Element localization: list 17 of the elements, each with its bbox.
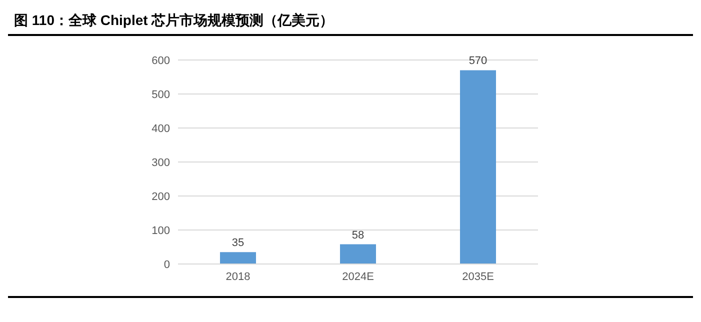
data-label: 35 bbox=[232, 237, 244, 250]
y-tick-label: 300 bbox=[152, 156, 170, 169]
data-label: 570 bbox=[468, 55, 488, 68]
bar bbox=[220, 252, 256, 264]
y-tick-label: 400 bbox=[152, 122, 170, 135]
data-label: 58 bbox=[352, 229, 364, 242]
x-tick-label: 2035E bbox=[462, 270, 494, 283]
y-tick-label: 100 bbox=[152, 224, 170, 237]
x-tick-label: 2018 bbox=[226, 270, 250, 283]
y-tick-label: 200 bbox=[152, 190, 170, 203]
bar bbox=[460, 70, 496, 264]
bar bbox=[340, 244, 376, 264]
y-tick-label: 600 bbox=[152, 54, 170, 67]
x-tick-label: 2024E bbox=[342, 270, 374, 283]
y-tick-label: 0 bbox=[164, 258, 170, 271]
y-tick-label: 500 bbox=[152, 88, 170, 101]
chart-title: 图 110：全球 Chiplet 芯片市场规模预测（亿美元） bbox=[8, 8, 693, 36]
